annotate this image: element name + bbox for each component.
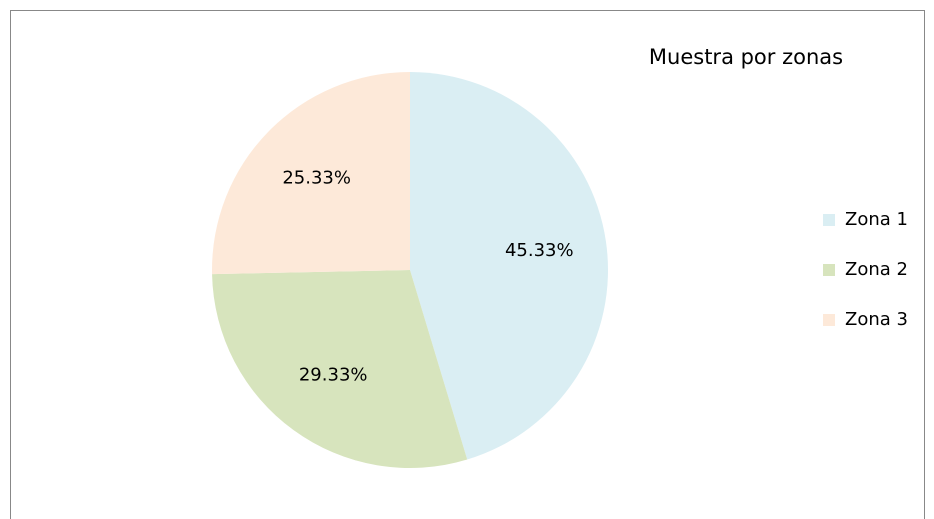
pie-slice — [212, 72, 410, 275]
legend-label: Zona 3 — [845, 309, 908, 330]
data-label: 25.33% — [282, 168, 351, 189]
chart-border — [10, 10, 925, 519]
data-label: 45.33% — [505, 240, 574, 261]
legend-swatch — [823, 314, 835, 326]
pie-slice — [212, 270, 468, 469]
legend-label: Zona 1 — [845, 209, 908, 230]
chart-title: Muestra por zonas — [649, 45, 843, 69]
pie-slice — [410, 72, 608, 460]
legend-swatch — [823, 264, 835, 276]
legend-swatch — [823, 214, 835, 226]
data-label: 29.33% — [299, 365, 368, 386]
legend-label: Zona 2 — [845, 259, 908, 280]
